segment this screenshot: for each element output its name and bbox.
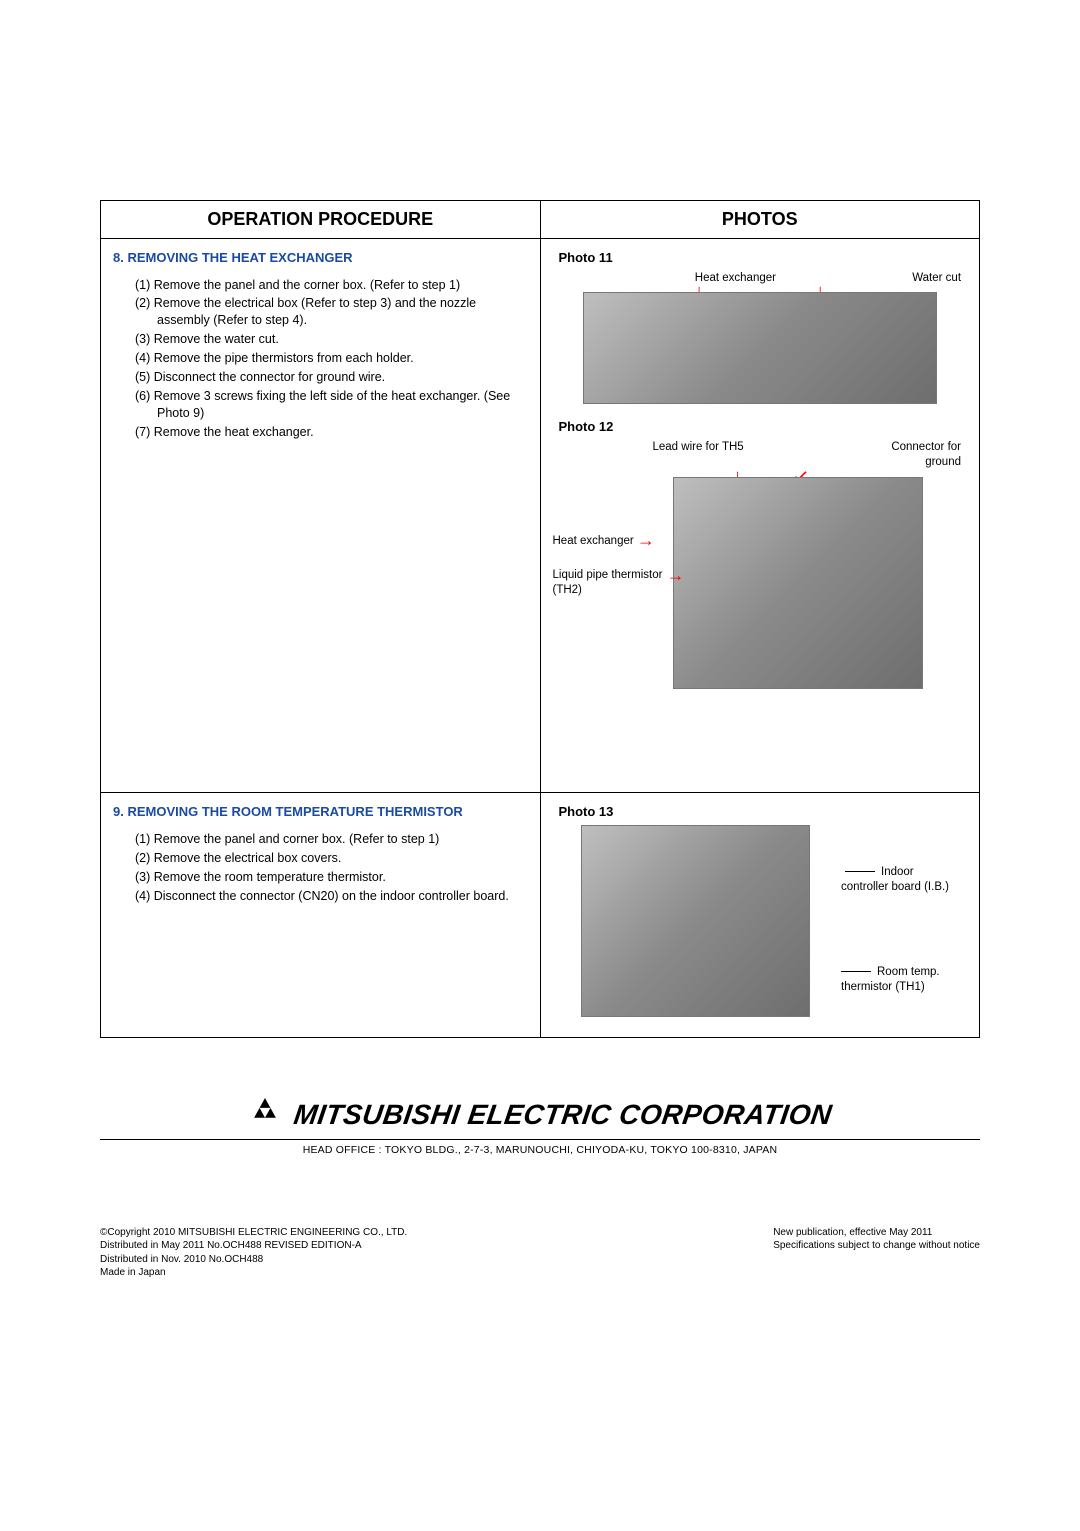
- step: (3) Remove the water cut.: [135, 331, 528, 348]
- footer-line: Distributed in Nov. 2010 No.OCH488: [100, 1253, 407, 1267]
- photo12-side-heatexchanger: Heat exchanger →: [553, 533, 655, 550]
- photo11-label: Photo 11: [559, 249, 968, 267]
- footer-right: New publication, effective May 2011 Spec…: [773, 1226, 980, 1280]
- footer-line: Made in Japan: [100, 1266, 407, 1280]
- step: (4) Disconnect the connector (CN20) on t…: [135, 888, 528, 905]
- cell-photos-9: Photo 13 Indoor controller board (I.B.) …: [540, 793, 980, 1038]
- arrow-right-icon: →: [667, 570, 685, 580]
- photo11-image: [583, 292, 937, 404]
- step: (4) Remove the pipe thermistors from eac…: [135, 350, 528, 367]
- photo12-side-th2: Liquid pipe thermistor (TH2) →: [553, 568, 663, 599]
- section8-title: 8. REMOVING THE HEAT EXCHANGER: [113, 249, 528, 267]
- photo12-callout-ground: Connector for ground: [861, 440, 961, 471]
- photo13-label: Photo 13: [559, 803, 968, 821]
- photo13-callout-th1: Room temp. thermistor (TH1): [841, 965, 961, 996]
- photo13-image: [581, 825, 811, 1017]
- mitsubishi-logo-icon: [248, 1098, 282, 1133]
- photo13-callout-ib: Indoor controller board (I.B.): [841, 865, 961, 896]
- procedure-table: OPERATION PROCEDURE PHOTOS 8. REMOVING T…: [100, 200, 980, 1038]
- company-logo-block: MITSUBISHI ELECTRIC CORPORATION HEAD OFF…: [100, 1098, 980, 1156]
- step: (5) Disconnect the connector for ground …: [135, 369, 528, 386]
- header-left: OPERATION PROCEDURE: [101, 201, 541, 239]
- step: (2) Remove the electrical box covers.: [135, 850, 528, 867]
- section8-steps: (1) Remove the panel and the corner box.…: [135, 277, 528, 441]
- section9-title: 9. REMOVING THE ROOM TEMPERATURE THERMIS…: [113, 803, 528, 821]
- header-right: PHOTOS: [540, 201, 980, 239]
- footer-line: Distributed in May 2011 No.OCH488 REVISE…: [100, 1239, 407, 1253]
- cell-section8: 8. REMOVING THE HEAT EXCHANGER (1) Remov…: [101, 239, 541, 793]
- footer-line: ©Copyright 2010 MITSUBISHI ELECTRIC ENGI…: [100, 1226, 407, 1240]
- step: (1) Remove the panel and corner box. (Re…: [135, 831, 528, 848]
- step: (1) Remove the panel and the corner box.…: [135, 277, 528, 294]
- section9-steps: (1) Remove the panel and corner box. (Re…: [135, 831, 528, 905]
- logo-rule: [100, 1139, 980, 1140]
- step: (3) Remove the room temperature thermist…: [135, 869, 528, 886]
- company-address: HEAD OFFICE : TOKYO BLDG., 2-7-3, MARUNO…: [100, 1144, 980, 1156]
- step: (2) Remove the electrical box (Refer to …: [135, 295, 528, 329]
- footer-line: New publication, effective May 2011: [773, 1226, 980, 1240]
- photo12-label: Photo 12: [559, 418, 968, 436]
- photo12-image: [673, 477, 924, 689]
- cell-photos-8: Photo 11 Heat exchanger Water cut ↓ ↓ Ph…: [540, 239, 980, 793]
- photo12-callout-leadwire: Lead wire for TH5: [653, 440, 744, 471]
- page-footer: ©Copyright 2010 MITSUBISHI ELECTRIC ENGI…: [100, 1226, 980, 1280]
- arrow-right-icon: →: [637, 535, 655, 545]
- footer-line: Specifications subject to change without…: [773, 1239, 980, 1253]
- photo11-callout-watercut: Water cut: [912, 271, 961, 287]
- step: (7) Remove the heat exchanger.: [135, 424, 528, 441]
- footer-left: ©Copyright 2010 MITSUBISHI ELECTRIC ENGI…: [100, 1226, 407, 1280]
- company-name: MITSUBISHI ELECTRIC CORPORATION: [292, 1099, 834, 1131]
- step: (6) Remove 3 screws fixing the left side…: [135, 388, 528, 422]
- cell-section9: 9. REMOVING THE ROOM TEMPERATURE THERMIS…: [101, 793, 541, 1038]
